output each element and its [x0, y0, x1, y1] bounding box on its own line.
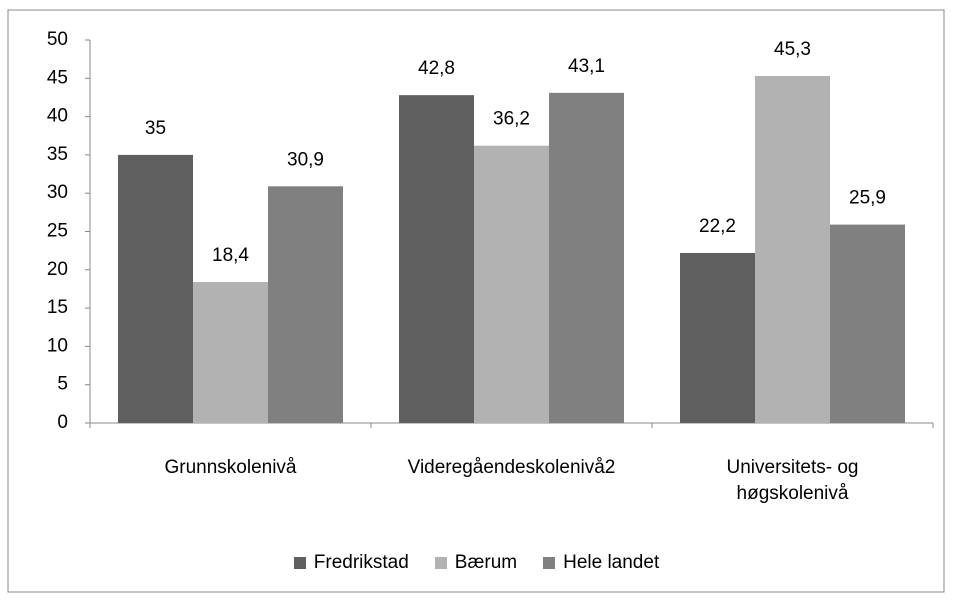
bar — [268, 186, 343, 423]
x-tick-label: Videregåendeskolenivå2 — [407, 457, 616, 478]
bar — [830, 224, 905, 423]
bar — [118, 154, 193, 423]
data-label: 18,4 — [212, 245, 249, 266]
bar — [549, 92, 624, 423]
y-tick-label: 15 — [47, 297, 68, 318]
data-label: 43,1 — [568, 56, 605, 77]
y-tick-label: 50 — [47, 29, 68, 50]
bar — [474, 145, 549, 423]
legend-item: Hele landet — [543, 552, 659, 574]
x-tick-label: Universitets- og høgskolenivå — [726, 457, 859, 504]
legend-label: Bærum — [454, 552, 518, 573]
legend-label: Fredrikstad — [313, 552, 409, 573]
legend-swatch — [293, 557, 306, 569]
bar — [193, 282, 268, 423]
data-label: 22,2 — [699, 216, 736, 237]
legend: Fredrikstad Bærum Hele landet — [0, 552, 953, 574]
bar — [399, 95, 474, 423]
x-tick-label: Grunnskolenivå — [164, 457, 297, 478]
y-tick-label: 25 — [47, 221, 68, 242]
y-tick-label: 20 — [47, 259, 68, 280]
bar — [755, 76, 830, 423]
data-label: 25,9 — [849, 188, 886, 209]
legend-item: Bærum — [434, 552, 518, 574]
legend-label: Hele landet — [563, 552, 660, 573]
data-label: 30,9 — [287, 149, 324, 170]
data-label: 45,3 — [774, 39, 811, 60]
bar — [680, 252, 755, 423]
data-label: 42,8 — [418, 58, 455, 79]
legend-swatch — [434, 557, 447, 569]
y-tick-label: 5 — [57, 374, 68, 395]
y-tick-label: 30 — [47, 182, 68, 203]
y-tick-label: 40 — [47, 106, 68, 127]
y-tick-label: 45 — [47, 67, 68, 88]
data-label: 36,2 — [493, 109, 530, 130]
chart-border — [7, 9, 945, 593]
legend-swatch — [543, 557, 556, 569]
y-tick-label: 35 — [47, 144, 68, 165]
y-tick-label: 0 — [57, 412, 68, 433]
legend-item: Fredrikstad — [293, 552, 409, 574]
y-tick-label: 10 — [47, 335, 68, 356]
data-label: 35 — [145, 118, 166, 139]
